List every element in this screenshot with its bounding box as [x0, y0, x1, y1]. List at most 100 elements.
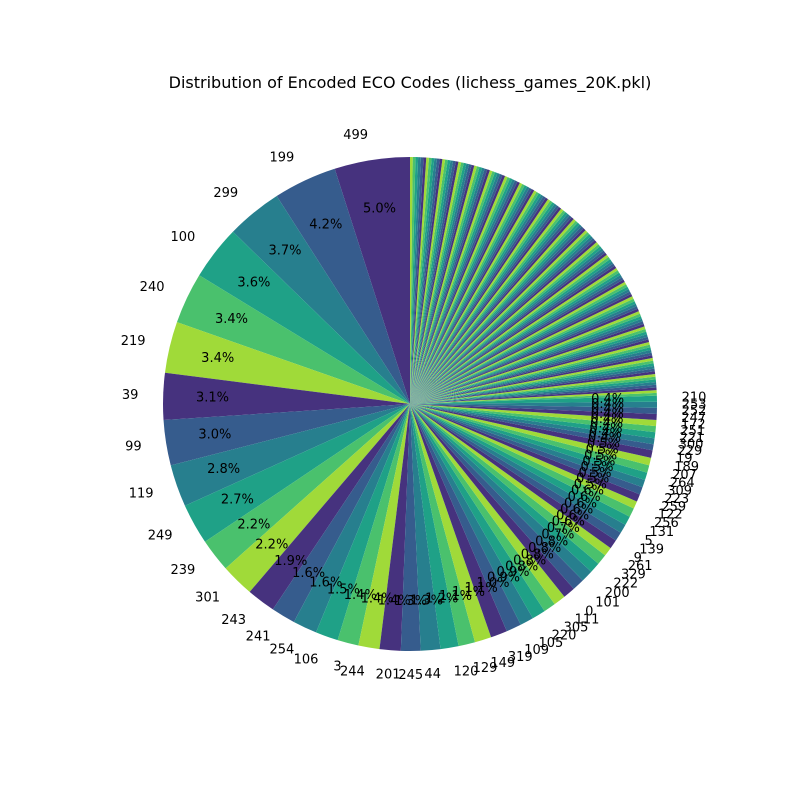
pie-slice — [410, 342, 650, 404]
pie-slice — [410, 162, 464, 404]
pie-slice-252 — [410, 404, 657, 414]
pie-slice — [410, 238, 595, 404]
pie-slice-139 — [410, 404, 621, 541]
percent-label-247: 0.4% — [591, 407, 624, 422]
percent-label-201: 1.4% — [378, 594, 411, 609]
pie-slice — [410, 336, 649, 404]
pie-slice — [410, 197, 548, 404]
slice-label-109: 109 — [524, 643, 549, 658]
pie-slice — [410, 217, 574, 404]
pie-slice-305 — [410, 404, 555, 612]
pie-slice — [410, 186, 530, 404]
pie-slice-122 — [410, 404, 637, 509]
pie-slice — [410, 157, 419, 404]
pie-slice — [410, 301, 636, 404]
pie-slice — [410, 291, 632, 404]
slice-label-249: 249 — [148, 529, 173, 544]
slice-label-101: 101 — [595, 595, 620, 610]
pie-slice-210 — [410, 395, 657, 404]
pie-slice — [410, 180, 518, 404]
slice-label-261: 261 — [628, 559, 653, 574]
slice-label-329: 329 — [621, 568, 646, 583]
pie-slice-44 — [410, 404, 441, 651]
pie-slice-319 — [410, 404, 507, 638]
percent-label-3: 1.4% — [344, 588, 377, 603]
pie-slice — [410, 207, 562, 404]
slice-label-247: 247 — [681, 411, 706, 426]
percent-label-300: 0.4% — [589, 426, 622, 441]
slice-label-222: 222 — [613, 577, 638, 592]
percent-label-499: 5.0% — [363, 201, 396, 216]
pie-slice — [410, 189, 535, 404]
pie-slice — [410, 200, 553, 404]
percent-labels-group: 5.0% 4.2% 3.7% 3.6% 3.4% 3.4% 3.1% 3.0% 2.8% 2.7%… — [196, 201, 624, 609]
slice-label-252: 252 — [682, 404, 707, 419]
pie-slice — [410, 160, 456, 404]
pie-slice — [410, 392, 657, 404]
slice-label-119: 119 — [129, 487, 154, 502]
slice-label-305: 305 — [564, 621, 589, 636]
pie-slice-244 — [358, 404, 410, 650]
slice-label-244: 244 — [340, 664, 365, 679]
pie-slice — [410, 158, 440, 404]
labels-group: 4991992991002402193999119249239301243241… — [121, 128, 707, 683]
slice-label-259: 259 — [661, 500, 686, 515]
percent-label-253: 0.4% — [591, 397, 624, 412]
pie-slice — [410, 157, 435, 404]
pie-slice — [410, 161, 459, 404]
pie-slice-261 — [410, 404, 611, 556]
slice-label-309: 309 — [667, 484, 692, 499]
pie-slice — [410, 248, 604, 404]
percent-label-240: 3.4% — [215, 312, 248, 327]
percent-label-9: 0.6% — [556, 509, 589, 524]
slice-label-499: 499 — [343, 128, 368, 143]
percent-label-99: 3.0% — [198, 428, 231, 443]
pie-slice-243 — [249, 404, 410, 610]
pie-slice — [410, 172, 498, 404]
pie-slice-201 — [379, 404, 410, 651]
pie-slice — [410, 279, 625, 404]
percent-label-105: 0.9% — [487, 571, 520, 586]
pie-slice-200 — [410, 404, 592, 581]
pie-slice — [410, 268, 618, 404]
percent-label-119: 2.8% — [207, 462, 240, 477]
percent-label-111: 0.8% — [513, 554, 546, 569]
pie-slice — [410, 240, 597, 404]
percent-label-249: 2.7% — [221, 493, 254, 508]
pie-slice — [410, 171, 495, 404]
pie-slice-499 — [334, 157, 410, 404]
pie-slice — [410, 250, 606, 404]
pie-slice — [410, 157, 413, 404]
pie-slice-223 — [410, 404, 643, 495]
pie-slice — [410, 254, 609, 404]
pie-slice-229 — [410, 404, 654, 451]
pie-slice-111 — [410, 404, 565, 605]
pie-slice — [410, 175, 506, 404]
pie-slice — [410, 347, 652, 404]
pie-slice-309 — [410, 404, 646, 488]
pie-slice — [410, 373, 656, 404]
slice-label-139: 139 — [639, 542, 664, 557]
pie-slice-199 — [276, 168, 410, 404]
pie-slice — [410, 242, 599, 404]
percent-label-219: 3.4% — [201, 351, 234, 366]
slice-label-264: 264 — [670, 476, 695, 491]
pie-slice-300 — [410, 404, 655, 445]
pie-slice — [410, 274, 622, 404]
pie-slice-109 — [410, 404, 521, 632]
slice-label-251: 251 — [680, 424, 705, 439]
slice-label-239: 239 — [170, 563, 195, 578]
pie-slice — [410, 308, 639, 404]
slice-label-9: 9 — [634, 551, 642, 566]
pie-slice — [410, 365, 655, 404]
pie-slice — [410, 213, 570, 404]
pie-slice-39 — [163, 372, 410, 421]
pie-slice — [410, 166, 480, 404]
slice-label-129: 129 — [473, 661, 498, 676]
pie-slice — [410, 194, 544, 404]
pie-slice-220 — [410, 404, 545, 619]
pie-slice-221 — [410, 404, 656, 439]
pie-slice-239 — [204, 404, 410, 569]
pie-slice — [410, 157, 427, 404]
pie-slice-105 — [410, 404, 533, 625]
